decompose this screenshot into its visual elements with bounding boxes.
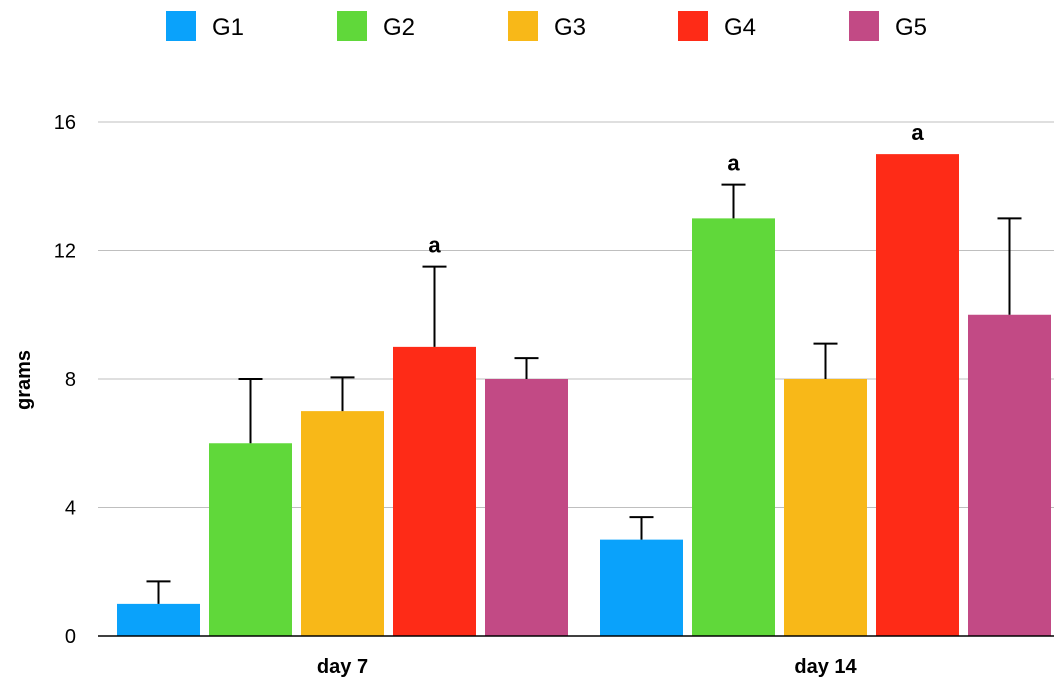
legend-swatch-g2: [337, 11, 367, 41]
legend-label-g5: G5: [895, 14, 927, 41]
bar-g4-day-7: [393, 346, 476, 636]
error-bars: [146, 183, 1022, 604]
y-tick-label: 12: [54, 241, 76, 263]
legend-swatch-g4: [678, 11, 708, 41]
significance-annotation: a: [911, 120, 924, 145]
annotations: a a a: [428, 120, 924, 257]
bar-g3-day-14: [784, 379, 867, 636]
y-tick-label: 16: [54, 112, 76, 134]
bar-g5-day-7: [485, 379, 568, 636]
x-axis-categories: day 7 day 14: [317, 656, 858, 678]
y-tick-label: 0: [65, 626, 76, 648]
legend-swatch-g1: [166, 11, 196, 41]
legend-label-g1: G1: [212, 14, 244, 41]
x-category-label: day 14: [794, 656, 857, 678]
bar-g2-day-7: [209, 443, 292, 636]
bar-g4-day-14: [876, 154, 959, 636]
bar-g2-day-14: [692, 218, 775, 636]
bar-g3-day-7: [301, 411, 384, 636]
legend-label-g4: G4: [724, 14, 756, 41]
y-tick-label: 8: [65, 369, 76, 391]
bar-g1-day-7: [117, 603, 200, 636]
legend-label-g3: G3: [554, 14, 586, 41]
legend: G1 G2 G3 G4 G5: [166, 11, 927, 41]
y-axis-ticks: 0 4 8 12 16: [54, 112, 76, 648]
significance-annotation: a: [428, 233, 441, 258]
significance-annotation: a: [727, 151, 740, 176]
y-axis-label: grams: [13, 350, 35, 410]
legend-label-g2: G2: [383, 14, 415, 41]
legend-swatch-g3: [508, 11, 538, 41]
bars: [117, 154, 1051, 636]
legend-swatch-g5: [849, 11, 879, 41]
x-category-label: day 7: [317, 656, 368, 678]
bar-g1-day-14: [600, 539, 683, 636]
bar-g5-day-14: [968, 314, 1051, 636]
y-tick-label: 4: [65, 498, 76, 520]
